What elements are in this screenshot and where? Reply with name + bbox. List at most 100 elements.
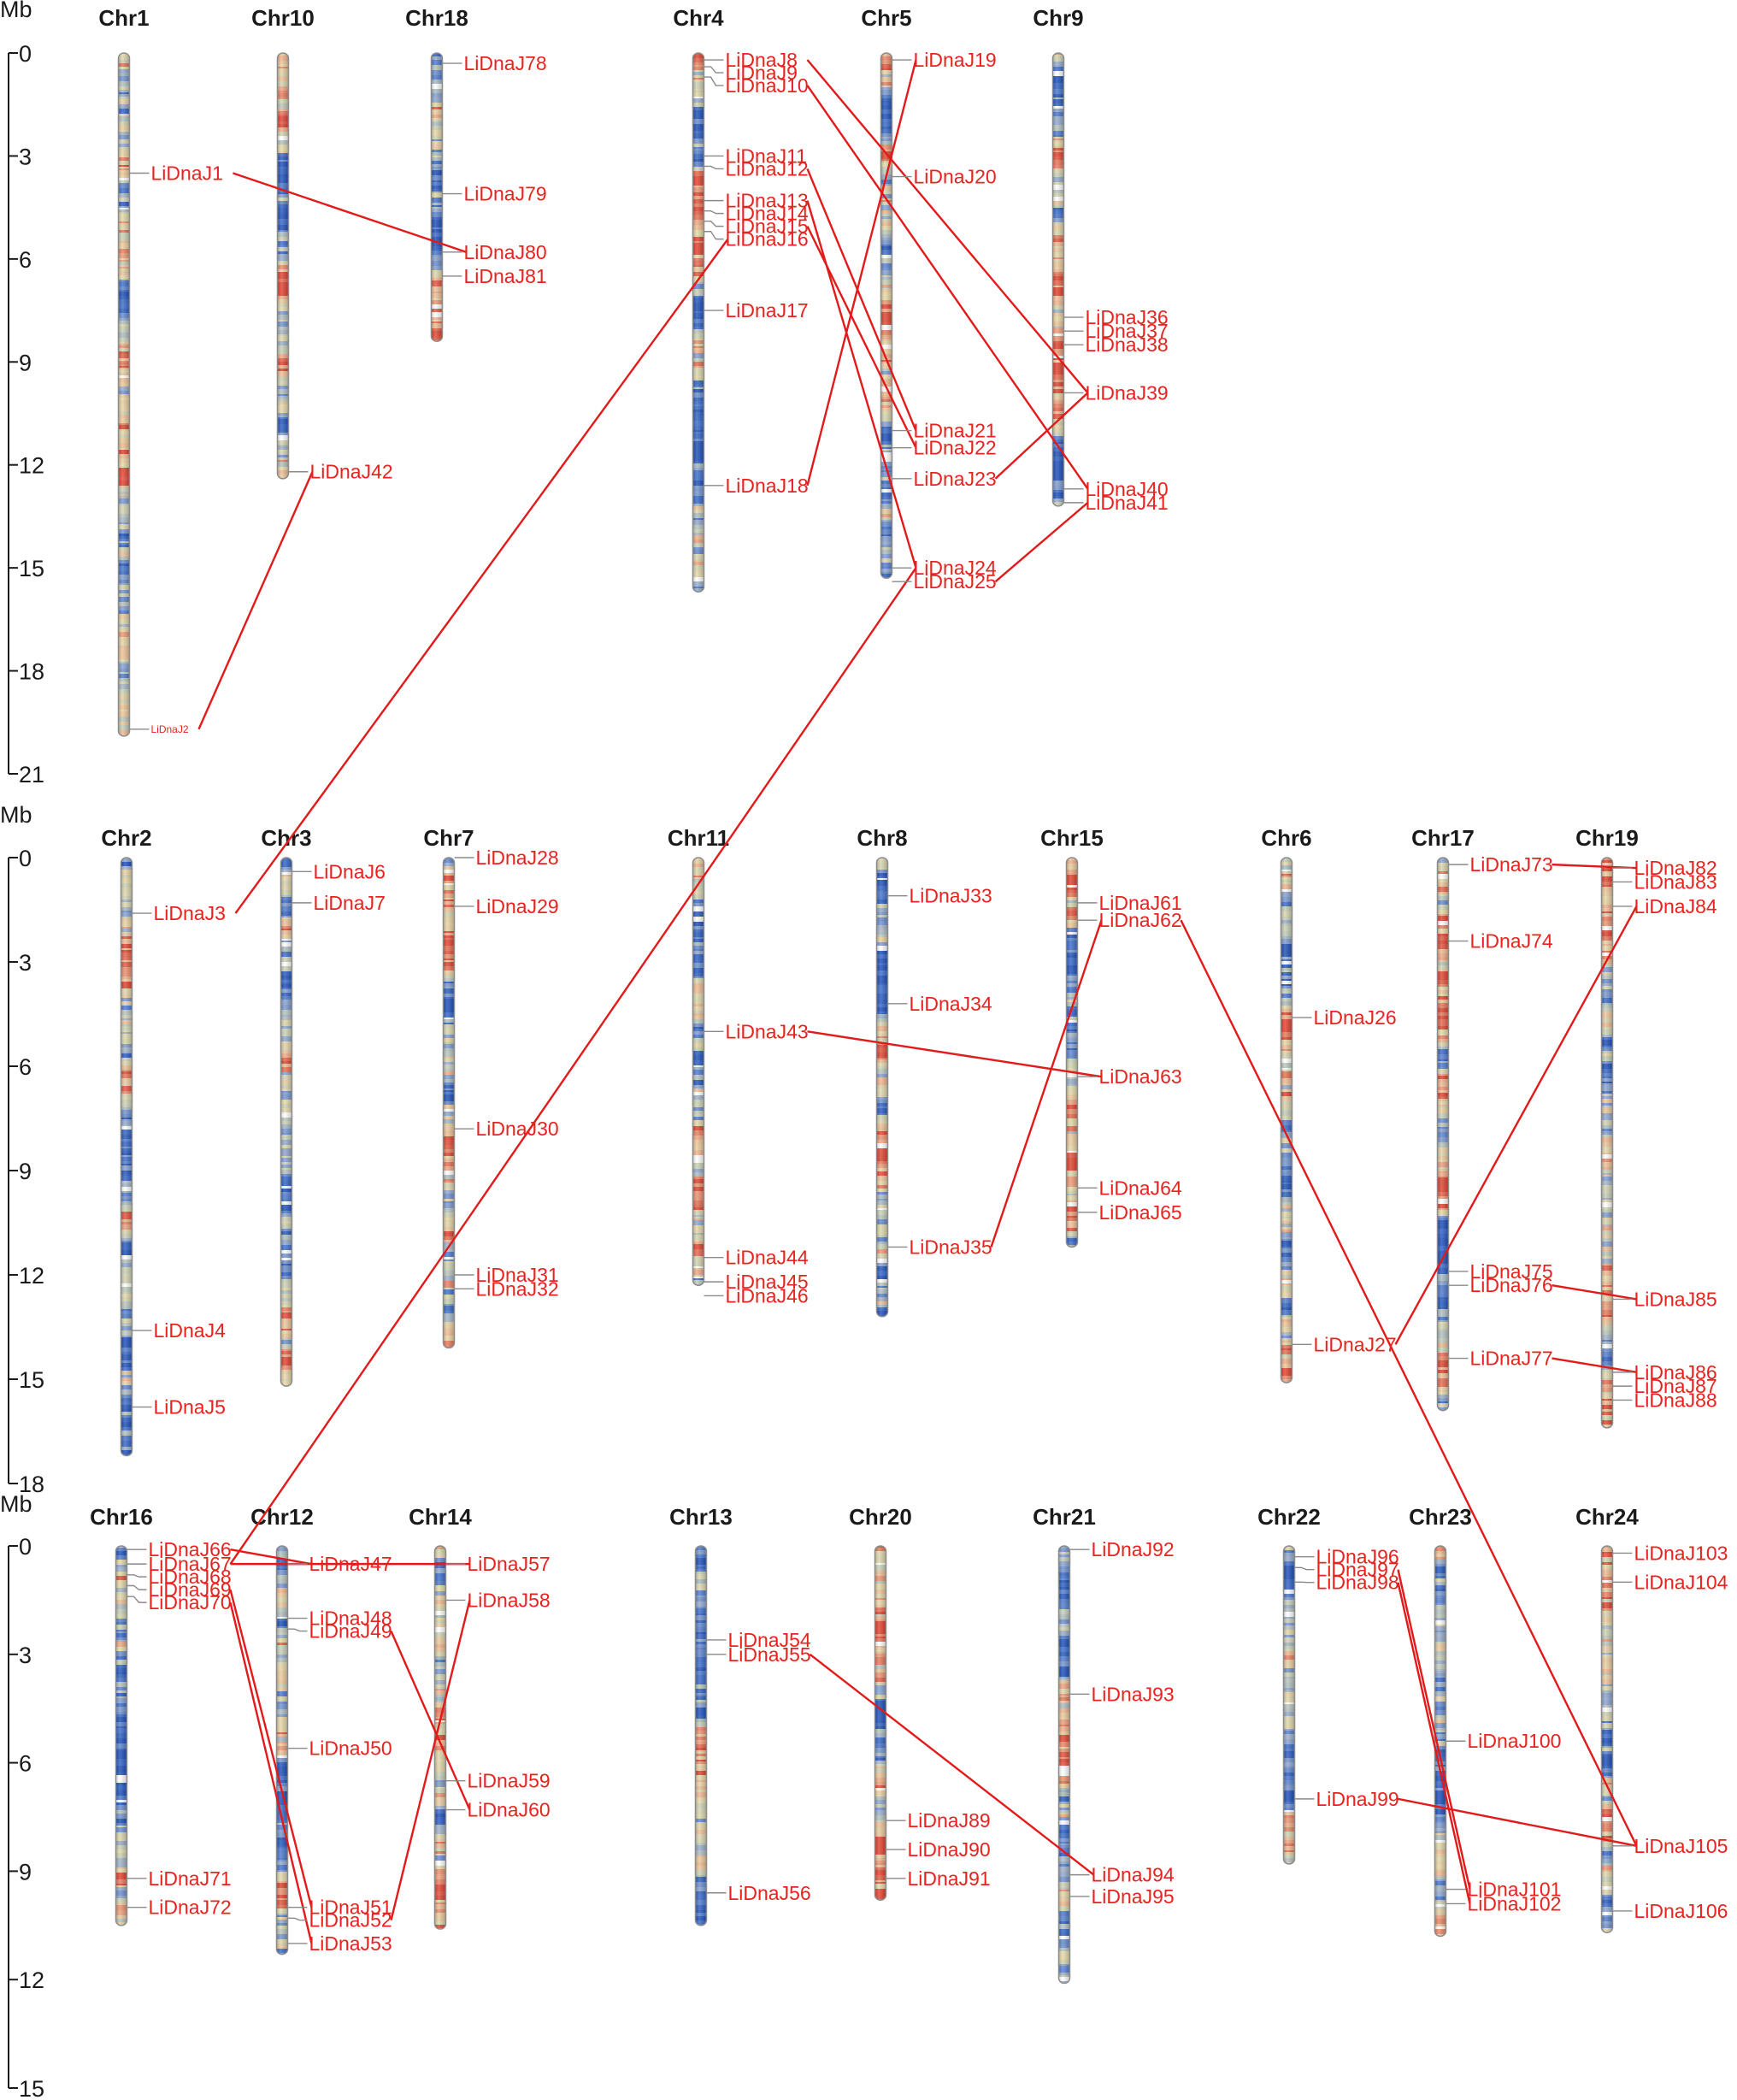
gene-label: LiDnaJ88	[1634, 1389, 1717, 1411]
chromosome-outline	[692, 857, 705, 1286]
chromosome-chr19: Chr19	[1575, 825, 1639, 1429]
axis-unit-label: Mb	[0, 0, 32, 22]
duplication-link-lidnaj98-lidnaj102	[1397, 1582, 1471, 1904]
gene-label: LiDnaJ15	[726, 215, 809, 238]
gene-label: LiDnaJ32	[476, 1277, 559, 1300]
gene-marker-lidnaj57: LiDnaJ57	[445, 1553, 551, 1575]
duplication-link-lidnaj13-lidnaj24	[806, 200, 917, 569]
gene-marker-lidnaj96: LiDnaJ96	[1294, 1546, 1399, 1568]
gene-marker-lidnaj65: LiDnaJ65	[1077, 1201, 1182, 1224]
gene-label: LiDnaJ70	[149, 1591, 232, 1613]
chromosome-outline	[430, 52, 444, 342]
gene-label: LiDnaJ34	[910, 993, 992, 1015]
duplication-link-lidnaj1-lidnaj80	[233, 172, 467, 253]
gene-label: LiDnaJ39	[1086, 381, 1169, 404]
gene-label: LiDnaJ50	[309, 1737, 392, 1760]
gene-marker-lidnaj81: LiDnaJ81	[442, 265, 547, 287]
gene-label: LiDnaJ100	[1468, 1730, 1562, 1752]
gene-marker-lidnaj15: LiDnaJ15	[704, 215, 809, 238]
gene-label: LiDnaJ6	[314, 860, 386, 882]
chromosome-shading	[874, 1546, 886, 1901]
gene-marker-lidnaj72: LiDnaJ72	[127, 1896, 232, 1919]
gene-marker-lidnaj13: LiDnaJ13	[704, 190, 809, 212]
axis-tick-label: 0	[19, 1534, 32, 1560]
chromosome-title: Chr3	[261, 825, 311, 851]
chromosome-outline	[115, 1545, 128, 1926]
gene-label: LiDnaJ93	[1092, 1683, 1175, 1705]
gene-marker-lidnaj59: LiDnaJ59	[445, 1770, 551, 1792]
chromosome-shading	[1281, 858, 1292, 1383]
chromosome-chr9: Chr9	[1033, 5, 1084, 507]
gene-label: LiDnaJ103	[1634, 1542, 1728, 1564]
gene-label: LiDnaJ64	[1099, 1177, 1182, 1199]
duplication-link-lidnaj49-lidnaj60	[390, 1631, 471, 1811]
chromosome-title: Chr12	[250, 1504, 314, 1530]
chromosome-title: Chr20	[849, 1504, 912, 1530]
chromosome-title: Chr23	[1409, 1504, 1472, 1530]
gene-marker-lidnaj36: LiDnaJ36	[1063, 306, 1169, 328]
gene-label: LiDnaJ24	[914, 557, 997, 579]
gene-label: LiDnaJ38	[1086, 333, 1169, 356]
gene-label: LiDnaJ10	[726, 74, 809, 97]
gene-marker-lidnaj88: LiDnaJ88	[1612, 1389, 1717, 1411]
gene-marker-lidnaj68: LiDnaJ68	[127, 1566, 232, 1588]
gene-marker-lidnaj73: LiDnaJ73	[1448, 853, 1553, 876]
chromosome-outline	[117, 52, 131, 737]
duplication-link-lidnaj25-lidnaj41	[994, 501, 1089, 583]
chromosome-shading	[1437, 858, 1449, 1411]
gene-label: LiDnaJ57	[468, 1553, 551, 1575]
axis-tick-label: 9	[19, 350, 32, 375]
gene-marker-lidnaj94: LiDnaJ94	[1069, 1864, 1175, 1886]
gene-label: LiDnaJ67	[149, 1553, 232, 1575]
gene-leader-line	[704, 231, 724, 240]
y-axis-row3: Mb 0 3 6 9 12 15	[0, 1491, 44, 2100]
gene-leader-line	[127, 1584, 147, 1590]
duplication-link-lidnaj3-lidnaj16	[234, 238, 729, 914]
chromosome-title: Chr24	[1575, 1504, 1639, 1530]
gene-marker-lidnaj58: LiDnaJ58	[445, 1589, 551, 1611]
gene-label: LiDnaJ82	[1634, 857, 1717, 879]
gene-marker-lidnaj2: LiDnaJ2	[129, 723, 189, 735]
gene-marker-lidnaj5: LiDnaJ5	[132, 1396, 226, 1419]
gene-label: LiDnaJ53	[309, 1932, 392, 1955]
gene-label: LiDnaJ60	[468, 1799, 551, 1821]
gene-label: LiDnaJ25	[914, 570, 997, 593]
chromosome-title: Chr17	[1411, 825, 1475, 851]
gene-label: LiDnaJ11	[726, 145, 807, 167]
gene-label: LiDnaJ45	[726, 1271, 809, 1293]
gene-marker-lidnaj38: LiDnaJ38	[1063, 333, 1169, 356]
gene-label: LiDnaJ37	[1086, 320, 1169, 342]
chromosome-chr5: Chr5	[861, 5, 912, 579]
gene-marker-lidnaj89: LiDnaJ89	[886, 1809, 991, 1832]
gene-leader-line	[127, 1596, 147, 1603]
gene-label: LiDnaJ61	[1099, 892, 1182, 914]
gene-marker-lidnaj49: LiDnaJ49	[287, 1620, 392, 1643]
gene-label: LiDnaJ101	[1468, 1879, 1562, 1901]
axis-tick-label: 6	[19, 1751, 32, 1777]
gene-label: LiDnaJ30	[476, 1118, 559, 1140]
gene-marker-lidnaj95: LiDnaJ95	[1069, 1885, 1175, 1908]
gene-marker-lidnaj76: LiDnaJ76	[1448, 1274, 1553, 1296]
duplication-link-lidnaj62-lidnaj105	[1180, 919, 1638, 1847]
chromosome-title: Chr2	[101, 825, 151, 851]
gene-marker-lidnaj92: LiDnaJ92	[1069, 1538, 1175, 1560]
gene-marker-lidnaj60: LiDnaJ60	[445, 1799, 551, 1821]
gene-marker-lidnaj31: LiDnaJ31	[454, 1264, 559, 1286]
axis-tick-label: 9	[19, 1159, 32, 1184]
gene-label: LiDnaJ12	[726, 157, 809, 180]
gene-marker-lidnaj101: LiDnaJ101	[1446, 1879, 1562, 1901]
gene-marker-lidnaj33: LiDnaJ33	[887, 885, 992, 907]
chromosome-shading	[1601, 1546, 1613, 1933]
gene-marker-lidnaj99: LiDnaJ99	[1294, 1788, 1399, 1810]
gene-marker-lidnaj66: LiDnaJ66	[127, 1538, 232, 1560]
gene-marker-lidnaj32: LiDnaJ32	[454, 1277, 559, 1300]
duplication-link-lidnaj70-lidnaj53	[229, 1602, 313, 1944]
chromosome-chr24: Chr24	[1575, 1504, 1639, 1934]
axis-tick-label: 0	[19, 41, 32, 67]
gene-label: LiDnaJ3	[154, 902, 226, 924]
gene-marker-lidnaj98: LiDnaJ98	[1294, 1572, 1399, 1594]
chromosome-chr4: Chr4	[673, 5, 724, 593]
gene-marker-lidnaj61: LiDnaJ61	[1077, 892, 1182, 914]
gene-marker-lidnaj23: LiDnaJ23	[892, 468, 997, 490]
chromosome-chr22: Chr22	[1257, 1504, 1321, 1865]
